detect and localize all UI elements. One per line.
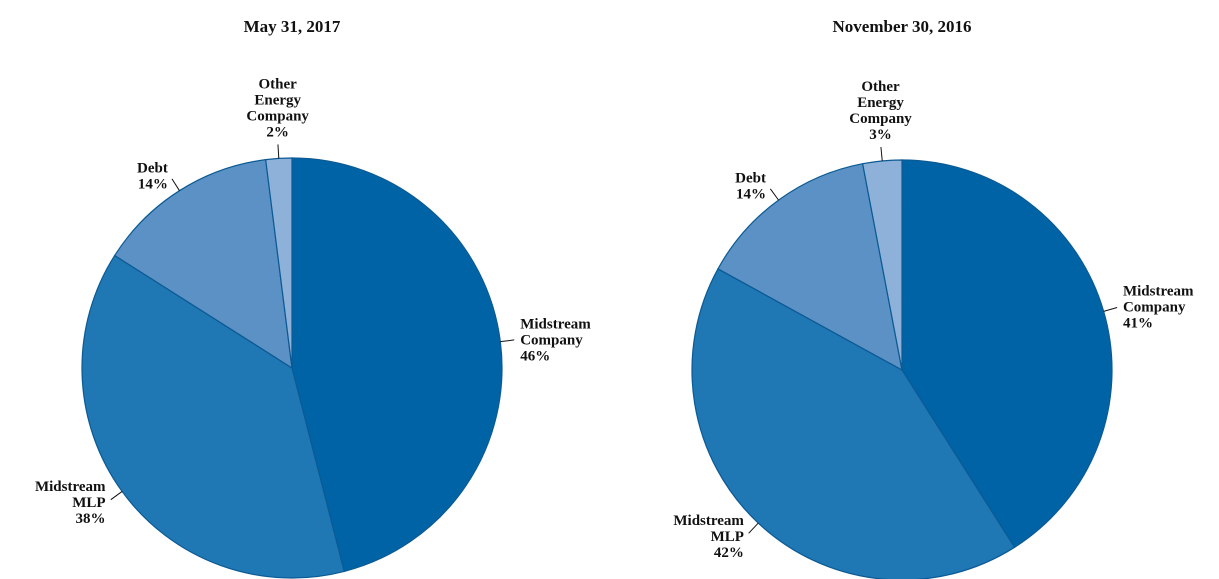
category-label: Midstream Company (1123, 283, 1194, 315)
category-label: Midstream Company (520, 316, 591, 348)
chart-title: November 30, 2016 (833, 17, 972, 36)
category-label: Other Energy Company (849, 79, 912, 127)
leader-line (1103, 307, 1118, 312)
pie-slice (861, 159, 903, 371)
category-label: Midstream MLP (673, 513, 744, 545)
leader-line (110, 491, 123, 501)
pie-slice (901, 159, 1113, 549)
chart-title: May 31, 2017 (244, 17, 341, 36)
value-label: 14% (736, 187, 766, 203)
value-label: 42% (714, 545, 744, 561)
value-label: 2% (266, 124, 289, 140)
pie-slice (265, 157, 293, 369)
category-label: Midstream MLP (35, 479, 106, 511)
value-label: 38% (76, 511, 106, 527)
value-label: 46% (520, 348, 550, 364)
leader-line (748, 522, 759, 534)
value-label: 3% (869, 127, 892, 143)
leader-line (277, 144, 280, 159)
pie-slice (81, 254, 345, 579)
value-label: 41% (1123, 315, 1153, 331)
leader-line (880, 146, 883, 161)
leader-line (769, 188, 779, 201)
category-label: Debt (735, 171, 766, 187)
value-label: 14% (138, 176, 168, 192)
leader-line (171, 178, 180, 191)
leader-line (500, 339, 515, 343)
category-label: Debt (137, 160, 168, 176)
pie-slice (717, 163, 903, 372)
category-label: Other Energy Company (246, 76, 309, 124)
pie-slice (691, 268, 1016, 579)
pie-slice (291, 157, 503, 573)
